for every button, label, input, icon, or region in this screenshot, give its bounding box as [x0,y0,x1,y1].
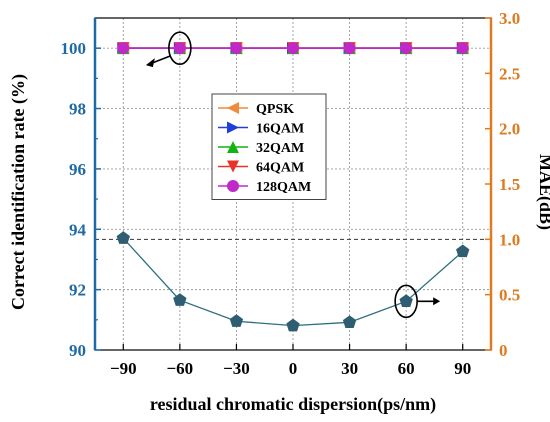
series-mae [116,231,470,332]
legend-item-32qam: 32QAM [218,141,304,156]
legend-item-16qam: 16QAM [218,121,304,137]
legend: QPSK 16QAM 32QAM 64QAM 128QAM [211,93,327,200]
legend-marker [227,121,239,134]
series-marker [286,318,300,332]
series-layer [116,42,470,332]
arrow-head-left [145,58,155,68]
series-marker [173,293,187,306]
series-marker [287,42,299,55]
series-marker [117,42,130,55]
x-axis-title: residual chromatic dispersion(ps/nm) [150,394,436,415]
series-marker [456,42,469,55]
legend-marker [227,160,239,173]
legend-item-qpsk: QPSK [218,102,294,117]
left-tick-label: 92 [69,281,86,300]
legend-label: 32QAM [256,141,304,156]
right-tick-label: 3.0 [499,9,520,28]
arrow-head-right [433,297,441,306]
left-tick-label: 90 [69,341,86,360]
x-tick-label: 0 [289,359,298,378]
left-tick-label: 96 [69,160,86,179]
right-tick-label: 1.0 [499,230,520,249]
x-tick-label: −30 [223,359,250,378]
legend-label: 16QAM [256,122,304,137]
legend-item-128qam: 128QAM [218,180,311,195]
right-tick-label: 1.5 [499,175,520,194]
right-tick-label: 2.5 [499,64,520,83]
x-tick-label: −60 [167,359,194,378]
left-tick-label: 98 [69,100,86,119]
legend-marker [227,141,239,153]
series-marker [173,42,186,55]
series-marker [400,42,413,55]
right-tick-label: 0 [499,341,508,360]
right-axis-title: MAE(dB) [535,154,550,230]
series-marker [456,244,470,258]
left-tick-label: 100 [61,39,87,58]
legend-label: 128QAM [256,180,311,195]
series-marker [229,314,244,327]
left-tick-label: 94 [69,220,87,239]
series-marker [343,42,356,55]
tick-layer: −90 −60 −30 0 30 60 90 90 92 94 96 98 100 0 0.5 1.0 1.5 2… [61,9,521,378]
legend-label: QPSK [256,102,294,117]
legend-item-64qam: 64QAM [218,160,304,176]
x-tick-label: 30 [341,359,358,378]
series-marker [230,42,243,55]
legend-items: QPSK 16QAM 32QAM 64QAM 128QAM [218,102,311,195]
highlight-circle-left-axis [168,31,192,65]
x-tick-label: 90 [454,359,471,378]
annotation-layer [145,31,441,319]
series-marker [116,231,130,244]
x-tick-label: −90 [110,359,137,378]
right-tick-label: 0.5 [499,286,520,305]
series-marker [399,294,413,307]
arrow-to-left-axis [151,55,171,64]
left-axis-title: Correct identification rate (%) [8,74,29,310]
right-tick-label: 2.0 [499,120,520,139]
series-128qam [117,42,469,55]
legend-marker [227,180,239,192]
x-tick-label: 60 [398,359,415,378]
legend-label: 64QAM [256,161,304,176]
legend-marker [227,102,239,114]
series-marker [342,315,357,328]
